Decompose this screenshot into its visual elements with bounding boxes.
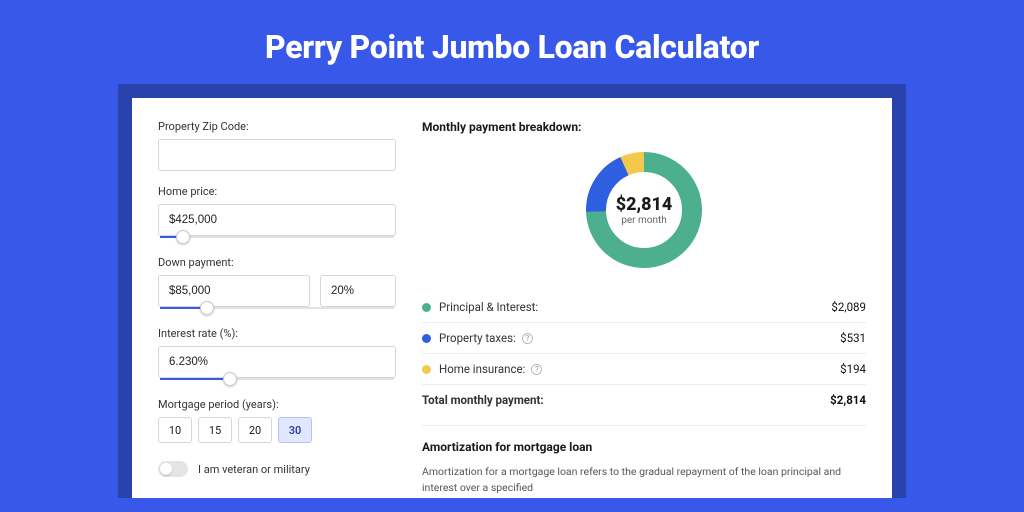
down-label: Down payment: bbox=[158, 256, 396, 269]
down-field: Down payment: bbox=[158, 256, 396, 309]
veteran-label: I am veteran or military bbox=[198, 463, 310, 476]
down-input[interactable] bbox=[158, 275, 310, 307]
price-input[interactable] bbox=[158, 204, 396, 236]
legend-total-row: Total monthly payment:$2,814 bbox=[422, 384, 866, 415]
down-pct-input[interactable] bbox=[320, 275, 396, 307]
info-icon[interactable]: ? bbox=[531, 364, 542, 375]
period-option-30[interactable]: 30 bbox=[278, 417, 312, 443]
zip-field: Property Zip Code: bbox=[158, 120, 396, 171]
legend-label: Home insurance:? bbox=[439, 362, 840, 376]
amort-title: Amortization for mortgage loan bbox=[422, 440, 866, 454]
legend: Principal & Interest:$2,089Property taxe… bbox=[422, 292, 866, 415]
legend-dot bbox=[422, 365, 431, 374]
calculator-card: Property Zip Code: Home price: Down paym… bbox=[132, 98, 892, 498]
period-option-10[interactable]: 10 bbox=[158, 417, 192, 443]
legend-value: $194 bbox=[840, 362, 866, 376]
legend-row: Principal & Interest:$2,089 bbox=[422, 292, 866, 322]
period-field: Mortgage period (years): 10152030 bbox=[158, 398, 396, 443]
legend-label: Principal & Interest: bbox=[439, 300, 831, 314]
rate-input[interactable] bbox=[158, 346, 396, 378]
total-value: $2,814 bbox=[830, 393, 866, 407]
veteran-toggle[interactable] bbox=[158, 461, 188, 477]
legend-row: Property taxes:?$531 bbox=[422, 322, 866, 353]
donut-wrap: $2,814 per month bbox=[422, 146, 866, 274]
zip-label: Property Zip Code: bbox=[158, 120, 396, 133]
donut-sub: per month bbox=[621, 215, 667, 226]
down-slider-thumb[interactable] bbox=[200, 301, 214, 315]
total-label: Total monthly payment: bbox=[422, 393, 830, 407]
hero: Perry Point Jumbo Loan Calculator bbox=[0, 0, 1024, 84]
period-segmented: 10152030 bbox=[158, 417, 396, 443]
rate-field: Interest rate (%): bbox=[158, 327, 396, 380]
stage: Property Zip Code: Home price: Down paym… bbox=[118, 84, 906, 498]
breakdown-column: Monthly payment breakdown: $2,814 per mo… bbox=[422, 120, 866, 476]
info-icon[interactable]: ? bbox=[522, 333, 533, 344]
down-slider[interactable] bbox=[160, 307, 394, 309]
legend-value: $2,089 bbox=[831, 300, 866, 314]
zip-input[interactable] bbox=[158, 139, 396, 171]
legend-dot bbox=[422, 334, 431, 343]
period-label: Mortgage period (years): bbox=[158, 398, 396, 411]
payment-donut: $2,814 per month bbox=[580, 146, 708, 274]
period-option-20[interactable]: 20 bbox=[238, 417, 272, 443]
amort-body: Amortization for a mortgage loan refers … bbox=[422, 464, 866, 496]
rate-slider[interactable] bbox=[160, 378, 394, 380]
donut-amount: $2,814 bbox=[616, 194, 673, 215]
amort-section: Amortization for mortgage loan Amortizat… bbox=[422, 425, 866, 496]
legend-value: $531 bbox=[840, 331, 866, 345]
price-slider[interactable] bbox=[160, 236, 394, 238]
price-slider-thumb[interactable] bbox=[176, 230, 190, 244]
donut-center: $2,814 per month bbox=[580, 146, 708, 274]
period-option-15[interactable]: 15 bbox=[198, 417, 232, 443]
breakdown-title: Monthly payment breakdown: bbox=[422, 120, 866, 134]
price-label: Home price: bbox=[158, 185, 396, 198]
legend-row: Home insurance:?$194 bbox=[422, 353, 866, 384]
legend-dot bbox=[422, 303, 431, 312]
veteran-row: I am veteran or military bbox=[158, 461, 396, 477]
form-column: Property Zip Code: Home price: Down paym… bbox=[158, 120, 396, 476]
price-field: Home price: bbox=[158, 185, 396, 238]
legend-label: Property taxes:? bbox=[439, 331, 840, 345]
page-title: Perry Point Jumbo Loan Calculator bbox=[0, 28, 1024, 66]
rate-label: Interest rate (%): bbox=[158, 327, 396, 340]
rate-slider-thumb[interactable] bbox=[223, 372, 237, 386]
